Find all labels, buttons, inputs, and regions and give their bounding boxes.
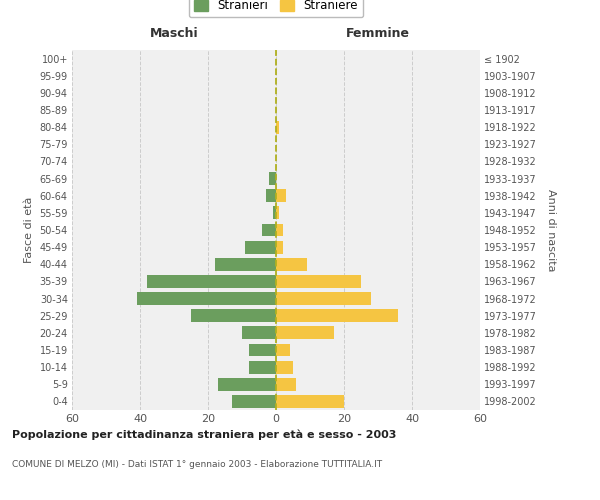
- Bar: [276, 326, 334, 340]
- Bar: [249, 360, 276, 374]
- Bar: [269, 172, 276, 185]
- Y-axis label: Fasce di età: Fasce di età: [24, 197, 34, 263]
- Bar: [249, 344, 276, 356]
- Bar: [276, 292, 371, 305]
- Bar: [276, 378, 296, 390]
- Bar: [276, 360, 293, 374]
- Bar: [276, 240, 283, 254]
- Bar: [242, 326, 276, 340]
- Bar: [276, 120, 280, 134]
- Bar: [276, 275, 361, 288]
- Bar: [147, 275, 276, 288]
- Text: COMUNE DI MELZO (MI) - Dati ISTAT 1° gennaio 2003 - Elaborazione TUTTITALIA.IT: COMUNE DI MELZO (MI) - Dati ISTAT 1° gen…: [12, 460, 382, 469]
- Bar: [215, 258, 276, 270]
- Bar: [137, 292, 276, 305]
- Bar: [272, 206, 276, 220]
- Bar: [276, 395, 344, 408]
- Bar: [276, 206, 280, 220]
- Bar: [276, 310, 398, 322]
- Bar: [266, 190, 276, 202]
- Bar: [276, 190, 286, 202]
- Bar: [218, 378, 276, 390]
- Bar: [262, 224, 276, 236]
- Bar: [276, 344, 290, 356]
- Bar: [232, 395, 276, 408]
- Bar: [191, 310, 276, 322]
- Y-axis label: Anni di nascita: Anni di nascita: [547, 188, 556, 271]
- Text: Popolazione per cittadinanza straniera per età e sesso - 2003: Popolazione per cittadinanza straniera p…: [12, 430, 397, 440]
- Text: Maschi: Maschi: [149, 26, 199, 40]
- Text: Femmine: Femmine: [346, 26, 410, 40]
- Bar: [276, 258, 307, 270]
- Bar: [276, 224, 283, 236]
- Bar: [245, 240, 276, 254]
- Legend: Stranieri, Straniere: Stranieri, Straniere: [189, 0, 363, 17]
